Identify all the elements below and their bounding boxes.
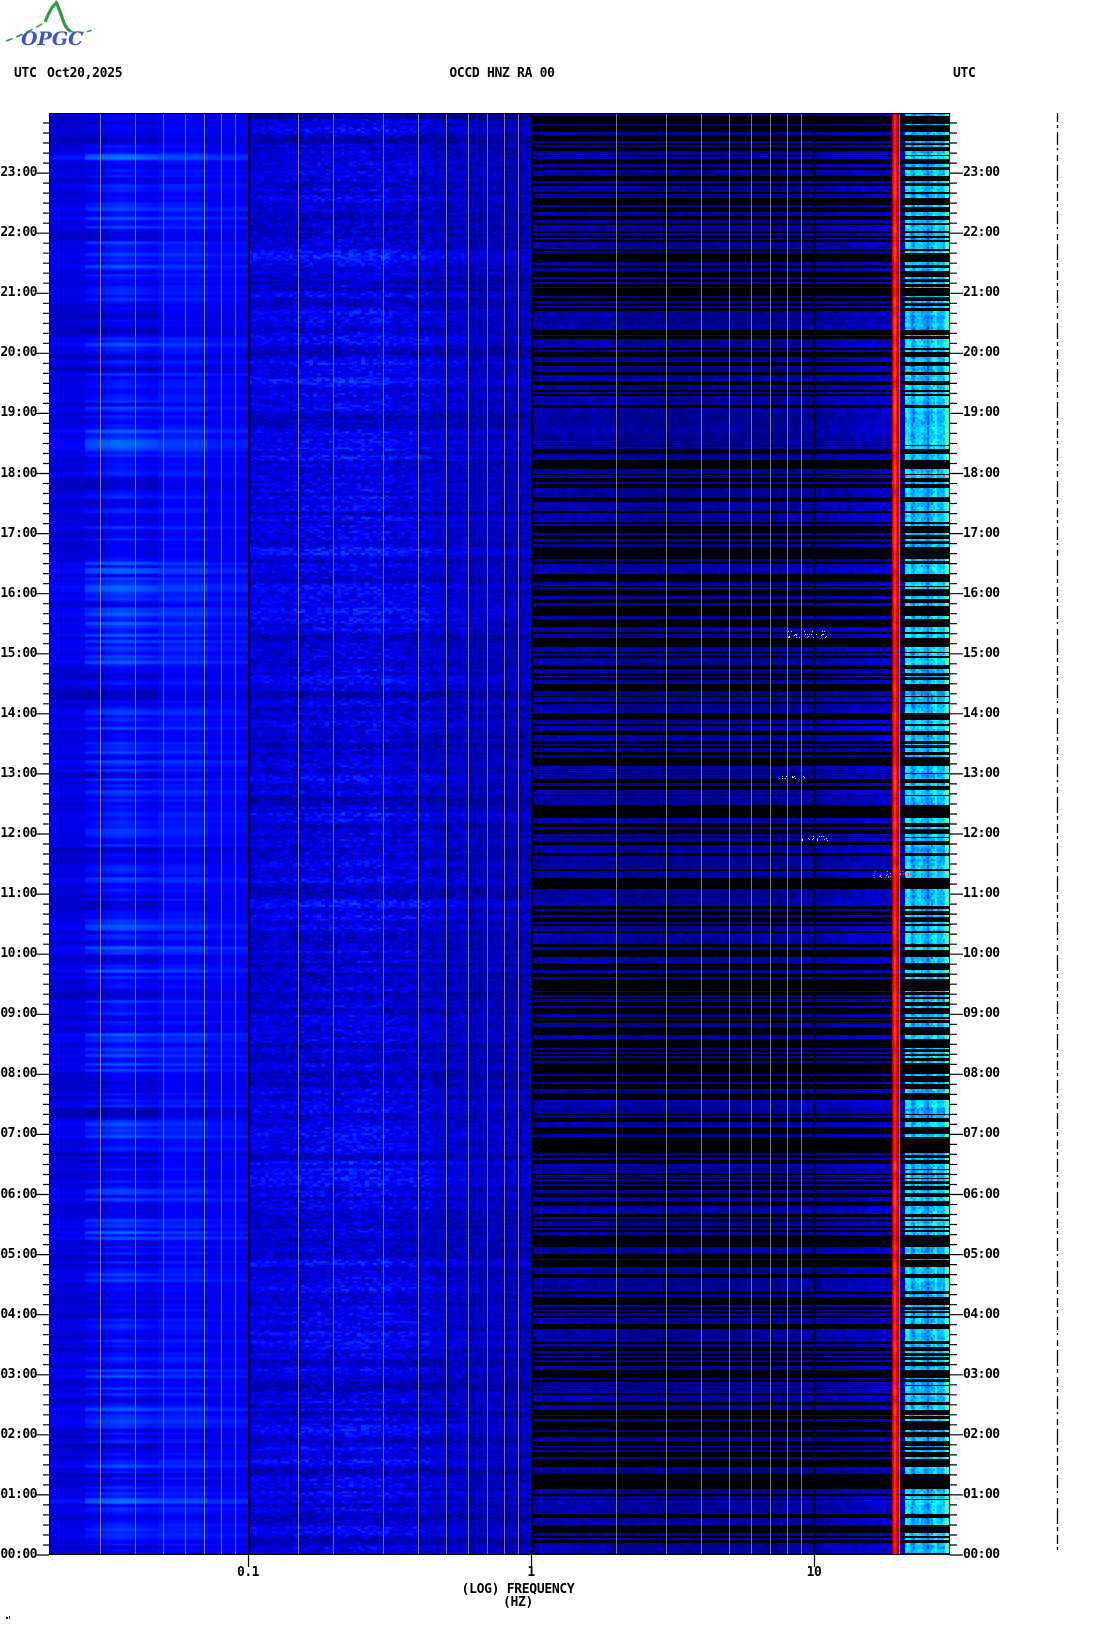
time-label-right: 21:00 bbox=[963, 285, 1000, 301]
utc-label-right: UTC bbox=[953, 66, 976, 81]
time-label-left: 15:00 bbox=[0, 645, 37, 661]
time-label-right: 11:00 bbox=[963, 886, 1000, 902]
time-label-right: 22:00 bbox=[963, 225, 1000, 241]
time-label-right: 23:00 bbox=[963, 165, 1000, 181]
stray-mark bbox=[6, 1616, 10, 1619]
time-label-left: 05:00 bbox=[0, 1246, 37, 1262]
date-label: Oct20,2025 bbox=[47, 66, 123, 81]
time-label-left: 10:00 bbox=[0, 946, 37, 962]
time-label-left: 21:00 bbox=[0, 285, 37, 301]
opgc-logo: OPGC bbox=[5, 0, 96, 50]
time-label-right: 12:00 bbox=[963, 826, 1000, 841]
time-label-right: 06:00 bbox=[963, 1186, 1000, 1202]
time-label-right: 03:00 bbox=[963, 1366, 1000, 1382]
time-label-left: 08:00 bbox=[0, 1066, 37, 1082]
freq-tick-label: 10 bbox=[806, 1565, 822, 1580]
utc-label-left: UTC bbox=[14, 66, 37, 81]
logo-text: OPGC bbox=[21, 28, 83, 50]
time-label-left: 16:00 bbox=[0, 585, 37, 601]
time-label-right: 00:00 bbox=[963, 1547, 1000, 1562]
time-label-right: 01:00 bbox=[963, 1486, 1000, 1502]
time-label-left: 22:00 bbox=[0, 225, 37, 241]
time-label-left: 00:00 bbox=[0, 1547, 37, 1562]
time-label-left: 20:00 bbox=[0, 345, 37, 361]
logo-mountain-right-dashes bbox=[70, 28, 96, 34]
time-label-left: 11:00 bbox=[0, 886, 37, 902]
time-label-right: 07:00 bbox=[963, 1126, 1000, 1142]
freq-axis-title: (LOG) FREQUENCY (HZ) bbox=[461, 1582, 575, 1610]
time-label-left: 04:00 bbox=[0, 1306, 37, 1322]
time-label-left: 17:00 bbox=[0, 525, 37, 541]
spectrogram-canvas bbox=[49, 113, 950, 1555]
time-label-left: 02:00 bbox=[0, 1426, 37, 1442]
freq-tick-label: 1 bbox=[527, 1565, 535, 1580]
time-label-right: 08:00 bbox=[963, 1066, 1000, 1082]
time-label-left: 07:00 bbox=[0, 1126, 37, 1142]
time-label-left: 23:00 bbox=[0, 165, 37, 181]
time-label-right: 13:00 bbox=[963, 765, 1000, 781]
time-label-right: 17:00 bbox=[963, 525, 1000, 541]
freq-tick-label: 0.1 bbox=[237, 1565, 259, 1580]
station-title: OCCD HNZ RA 00 bbox=[449, 66, 555, 81]
time-label-right: 20:00 bbox=[963, 345, 1000, 361]
time-label-right: 18:00 bbox=[963, 465, 1000, 481]
time-label-left: 09:00 bbox=[0, 1006, 37, 1022]
time-label-left: 19:00 bbox=[0, 405, 37, 421]
time-label-right: 02:00 bbox=[963, 1426, 1000, 1442]
time-label-right: 15:00 bbox=[963, 645, 1000, 661]
time-label-left: 18:00 bbox=[0, 465, 37, 481]
logo-mountain-left-dashes bbox=[5, 21, 46, 42]
time-label-right: 14:00 bbox=[963, 705, 1000, 721]
time-label-right: 09:00 bbox=[963, 1006, 1000, 1022]
logo-mountain-peak bbox=[43, 0, 72, 33]
time-label-right: 16:00 bbox=[963, 585, 1000, 601]
time-label-left: 03:00 bbox=[0, 1366, 37, 1382]
time-label-left: 13:00 bbox=[0, 765, 37, 781]
time-label-left: 14:00 bbox=[0, 705, 37, 721]
logo-summit-spike bbox=[55, 0, 58, 7]
time-label-left: 06:00 bbox=[0, 1186, 37, 1202]
time-label-right: 05:00 bbox=[963, 1246, 1000, 1262]
time-label-left: 12:00 bbox=[0, 826, 37, 841]
time-label-right: 10:00 bbox=[963, 946, 1000, 962]
time-label-left: 01:00 bbox=[0, 1486, 37, 1502]
time-label-right: 04:00 bbox=[963, 1306, 1000, 1322]
time-label-right: 19:00 bbox=[963, 405, 1000, 421]
